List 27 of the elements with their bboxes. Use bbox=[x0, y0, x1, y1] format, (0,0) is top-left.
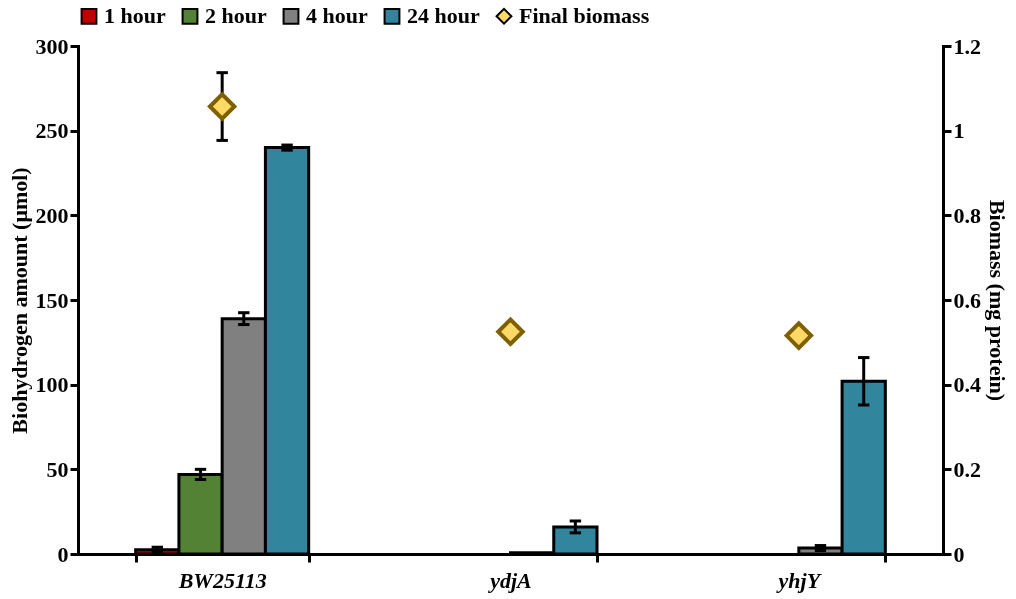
y-tick-label: 50 bbox=[46, 456, 69, 482]
y-tick-label: 300 bbox=[35, 33, 69, 59]
y2-tick-label: 1.2 bbox=[953, 33, 981, 59]
y-tick-label: 200 bbox=[35, 202, 69, 228]
y2-tick-label: 0.4 bbox=[953, 372, 981, 398]
point bbox=[496, 317, 525, 346]
x-tick-label: BW25113 bbox=[177, 567, 267, 593]
legend-label: 2 hour bbox=[205, 3, 267, 29]
y-tick-label: 150 bbox=[35, 287, 69, 313]
y2-tick-label: 0.2 bbox=[953, 456, 981, 482]
y-axis-title: Biohydrogen amount (μmol) bbox=[6, 167, 32, 434]
legend-label: Final biomass bbox=[519, 3, 650, 29]
y2-axis-title: Biomass (mg protein) bbox=[985, 199, 1010, 402]
x-tick-label: ydjA bbox=[487, 567, 532, 593]
y2-tick-label: 0.6 bbox=[953, 287, 981, 313]
y2-tick-label: 1 bbox=[953, 118, 965, 144]
y-tick-label: 250 bbox=[35, 118, 69, 144]
y2-tick-label: 0 bbox=[953, 541, 965, 567]
y-tick-label: 100 bbox=[35, 372, 69, 398]
x-tick-label: yhjY bbox=[775, 567, 823, 593]
legend-label: 1 hour bbox=[104, 3, 166, 29]
y2-tick-label: 0.8 bbox=[953, 202, 981, 228]
legend-label: 4 hour bbox=[306, 3, 368, 29]
point bbox=[784, 321, 814, 350]
legend-label: 24 hour bbox=[407, 3, 480, 29]
y-tick-label: 0 bbox=[57, 541, 69, 567]
point bbox=[207, 92, 237, 121]
